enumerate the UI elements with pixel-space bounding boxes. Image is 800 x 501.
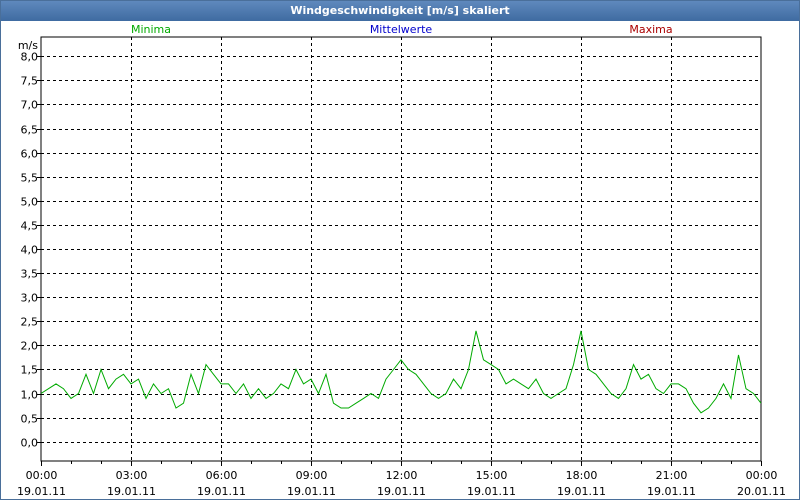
- y-tick-label: 7,5: [21, 75, 39, 88]
- x-tick-date: 19.01.11: [107, 485, 156, 498]
- y-tick-label: 3,5: [21, 268, 39, 281]
- chart-title: Windgeschwindigkeit [m/s] skaliert: [1, 1, 799, 21]
- y-tick-label: 0,0: [21, 437, 39, 450]
- x-tick-time: 09:00: [296, 469, 328, 482]
- legend-minima: Minima: [131, 23, 171, 36]
- x-tick-date: 19.01.11: [467, 485, 516, 498]
- y-tick-label: 7,0: [21, 99, 39, 112]
- y-tick-label: 5,5: [21, 172, 39, 185]
- y-tick-label: 6,0: [21, 148, 39, 161]
- y-tick-label: 2,0: [21, 340, 39, 353]
- y-tick-label: 1,5: [21, 364, 39, 377]
- y-axis-label: m/s: [18, 39, 38, 52]
- y-tick-label: 5,0: [21, 196, 39, 209]
- x-tick-date: 19.01.11: [17, 485, 66, 498]
- x-tick-date: 19.01.11: [377, 485, 426, 498]
- series-line-minima: [41, 330, 761, 414]
- x-tick-time: 18:00: [566, 469, 598, 482]
- y-tick-label: 2,5: [21, 316, 39, 329]
- x-tick-time: 00:00: [26, 469, 58, 482]
- x-tick-time: 06:00: [206, 469, 238, 482]
- x-tick-date: 19.01.11: [197, 485, 246, 498]
- x-tick-date: 19.01.11: [557, 485, 606, 498]
- x-tick-time: 00:00: [746, 469, 778, 482]
- x-tick-date: 19.01.11: [287, 485, 336, 498]
- y-tick-label: 0,5: [21, 413, 39, 426]
- legend-mittelwerte: Mittelwerte: [370, 23, 433, 36]
- x-tick-date: 20.01.11: [737, 485, 786, 498]
- y-tick-label: 1,0: [21, 389, 39, 402]
- x-tick-date: 19.01.11: [647, 485, 696, 498]
- x-tick-time: 21:00: [656, 469, 688, 482]
- x-tick-time: 03:00: [116, 469, 148, 482]
- legend-maxima: Maxima: [629, 23, 672, 36]
- y-tick-label: 8,0: [21, 51, 39, 64]
- y-tick-label: 4,0: [21, 244, 39, 257]
- y-tick-label: 3,0: [21, 292, 39, 305]
- y-tick-label: 6,5: [21, 124, 39, 137]
- x-tick-time: 12:00: [386, 469, 418, 482]
- x-tick-time: 15:00: [476, 469, 508, 482]
- y-tick-label: 4,5: [21, 220, 39, 233]
